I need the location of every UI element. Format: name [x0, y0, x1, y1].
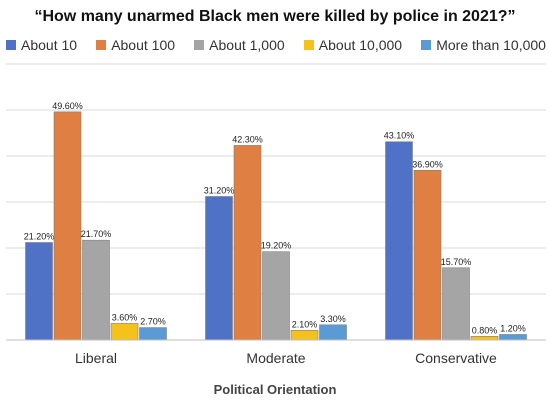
data-label: 15.70%	[441, 257, 472, 267]
legend-item-about-10: About 10	[6, 37, 77, 53]
x-axis-title: Political Orientation	[213, 382, 337, 397]
data-label: 3.60%	[112, 312, 138, 322]
data-label: 2.10%	[292, 319, 318, 329]
bar	[205, 196, 233, 341]
bar	[470, 336, 499, 341]
legend-swatch	[194, 40, 205, 50]
x-tick-label: Liberal	[75, 350, 117, 366]
legend: About 10 About 100 About 1,000 About 10,…	[6, 37, 546, 53]
bar	[139, 327, 167, 341]
bar	[413, 169, 442, 341]
data-label: 31.20%	[204, 185, 235, 195]
data-label: 21.70%	[81, 229, 112, 239]
bar	[82, 239, 110, 341]
bar	[499, 334, 527, 341]
legend-swatch	[6, 40, 16, 50]
bar	[319, 324, 347, 341]
legend-item-about-10000: About 10,000	[303, 37, 403, 53]
bar	[25, 242, 53, 341]
data-label: 0.80%	[472, 325, 498, 335]
data-label: 36.90%	[412, 159, 443, 169]
legend-label: About 10	[21, 37, 78, 53]
data-label: 19.20%	[261, 241, 292, 251]
legend-item-more-than-10000: More than 10,000	[421, 37, 546, 53]
bar	[110, 323, 139, 341]
legend-label: About 1,000	[209, 37, 285, 53]
legend-label: About 10,000	[318, 37, 403, 53]
chart-title: “How many unarmed Black men were killed …	[34, 8, 516, 25]
legend-label: About 100	[111, 37, 176, 53]
x-tick-label: Conservative	[415, 350, 497, 366]
data-label: 43.10%	[384, 131, 415, 141]
bar	[442, 267, 470, 341]
data-label: 3.30%	[320, 314, 346, 324]
bar	[53, 111, 82, 341]
data-label: 21.20%	[24, 231, 55, 241]
data-label: 49.60%	[52, 101, 83, 111]
legend-item-about-1000: About 1,000	[194, 37, 285, 53]
legend-swatch	[421, 40, 432, 50]
legend-item-about-100: About 100	[96, 37, 175, 53]
bar	[262, 251, 290, 341]
data-label: 42.30%	[232, 134, 263, 144]
bar	[290, 330, 319, 341]
x-tick-label: Moderate	[246, 350, 305, 366]
data-label: 2.70%	[140, 317, 166, 327]
legend-swatch	[96, 40, 107, 50]
data-label: 1.20%	[500, 323, 526, 333]
bar	[233, 145, 262, 341]
bar	[385, 141, 413, 341]
legend-swatch	[303, 40, 314, 50]
legend-label: More than 10,000	[436, 37, 546, 53]
